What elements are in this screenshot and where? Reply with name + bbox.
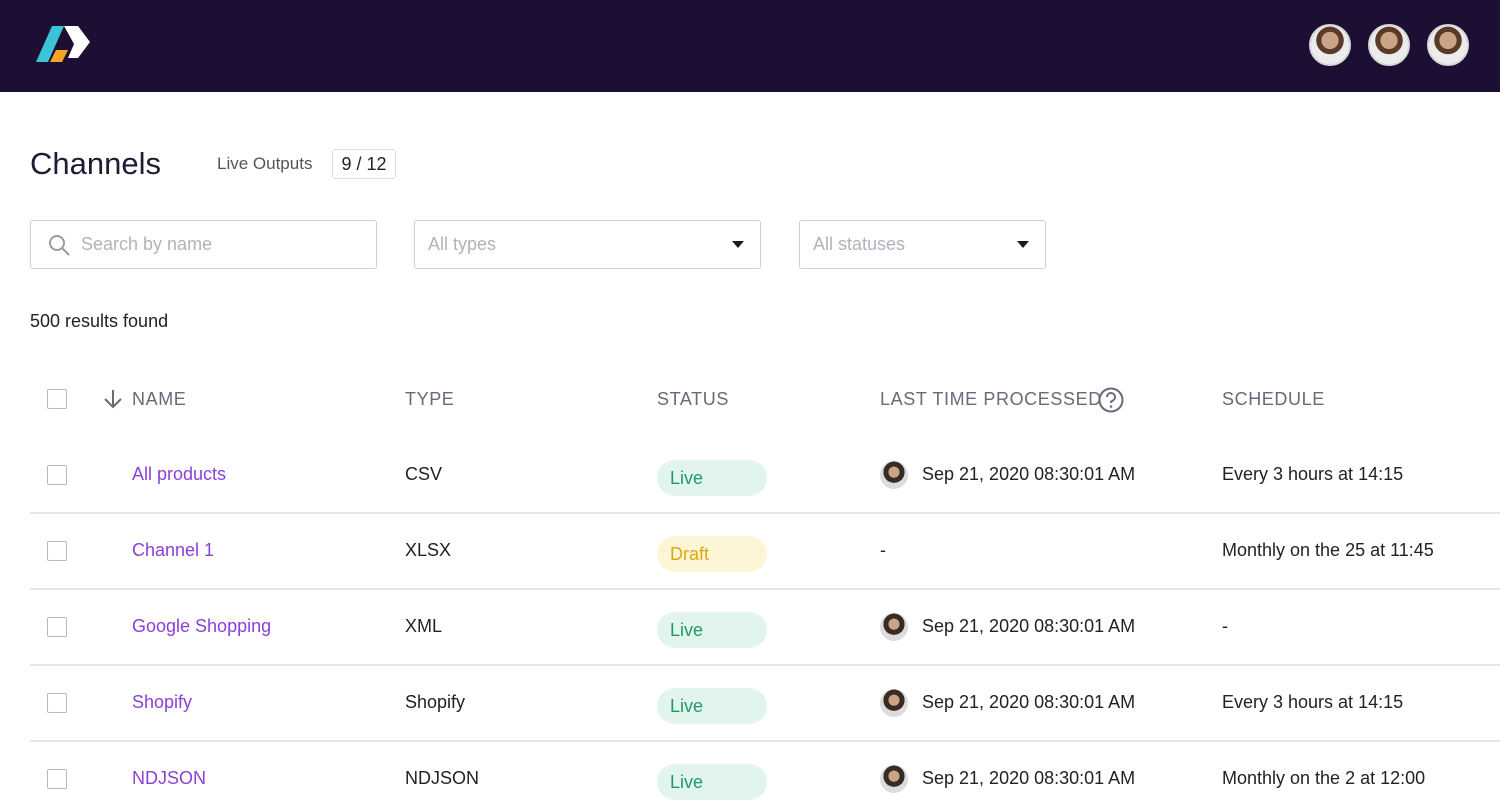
select-all-checkbox[interactable] xyxy=(47,389,67,409)
status-select[interactable]: All statuses xyxy=(799,220,1046,269)
status-badge: Live xyxy=(657,688,767,724)
dropdown-caret xyxy=(732,241,744,248)
top-bar xyxy=(0,0,1500,92)
logo[interactable] xyxy=(34,22,92,66)
row-checkbox[interactable] xyxy=(47,693,67,713)
live-outputs-count: 9 / 12 xyxy=(332,149,396,179)
row-checkbox[interactable] xyxy=(47,541,67,561)
schedule-header: SCHEDULE xyxy=(1222,389,1325,409)
channel-name[interactable]: All products xyxy=(132,464,227,484)
channel-name[interactable]: Google Shopping xyxy=(132,616,272,636)
channel-name[interactable]: Shopify xyxy=(132,692,193,712)
processor-avatar xyxy=(880,613,908,641)
search-input[interactable]: Search by name xyxy=(30,220,377,269)
results-count: 500 results found xyxy=(30,311,169,331)
last-processed: - xyxy=(880,540,886,560)
schedule: Every 3 hours at 14:15 xyxy=(1222,692,1404,712)
type-header: TYPE xyxy=(405,389,455,409)
channel-type: NDJSON xyxy=(405,768,480,788)
channel-type: XLSX xyxy=(405,540,452,560)
page-title: Channels xyxy=(30,146,161,181)
row-checkbox[interactable] xyxy=(47,465,67,485)
type-placeholder: All types xyxy=(428,234,497,254)
channel-type: CSV xyxy=(405,464,443,484)
processor-avatar xyxy=(880,689,908,717)
row-divider xyxy=(30,740,1500,742)
status-badge: Draft xyxy=(657,536,767,572)
row-checkbox[interactable] xyxy=(47,617,67,637)
search-placeholder: Search by name xyxy=(81,234,213,254)
row-divider xyxy=(30,664,1500,666)
processor-avatar xyxy=(880,765,908,793)
status-badge: Live xyxy=(657,612,767,648)
live-outputs-label: Live Outputs xyxy=(217,154,313,173)
search-icon xyxy=(49,235,70,256)
sort-arrow[interactable] xyxy=(102,388,124,410)
name-header[interactable]: NAME xyxy=(132,389,187,409)
status-badge: Live xyxy=(657,460,767,496)
row-divider xyxy=(30,588,1500,590)
status-placeholder: All statuses xyxy=(813,234,906,254)
schedule: Every 3 hours at 14:15 xyxy=(1222,464,1404,484)
processor-avatar xyxy=(880,461,908,489)
help-icon[interactable] xyxy=(1097,386,1125,414)
last-processed: Sep 21, 2020 08:30:01 AM xyxy=(922,692,1136,712)
last-processed: Sep 21, 2020 08:30:01 AM xyxy=(922,464,1136,484)
row-divider xyxy=(30,512,1500,514)
last-processed: Sep 21, 2020 08:30:01 AM xyxy=(922,768,1136,788)
type-select[interactable]: All types xyxy=(414,220,761,269)
channel-type: Shopify xyxy=(405,692,466,712)
row-checkbox[interactable] xyxy=(47,769,67,789)
user-avatar[interactable] xyxy=(1368,24,1410,66)
dropdown-caret xyxy=(1017,241,1029,248)
schedule: Monthly on the 2 at 12:00 xyxy=(1222,768,1426,788)
status-badge: Live xyxy=(657,764,767,800)
user-avatar[interactable] xyxy=(1309,24,1351,66)
channel-type: XML xyxy=(405,616,443,636)
schedule: Monthly on the 25 at 11:45 xyxy=(1222,540,1434,560)
processed-header: LAST TIME PROCESSED xyxy=(880,389,1102,409)
user-avatar[interactable] xyxy=(1427,24,1469,66)
schedule: - xyxy=(1222,616,1228,636)
last-processed: Sep 21, 2020 08:30:01 AM xyxy=(922,616,1136,636)
channel-name[interactable]: Channel 1 xyxy=(132,540,215,560)
channel-name[interactable]: NDJSON xyxy=(132,768,207,788)
status-header: STATUS xyxy=(657,389,729,409)
